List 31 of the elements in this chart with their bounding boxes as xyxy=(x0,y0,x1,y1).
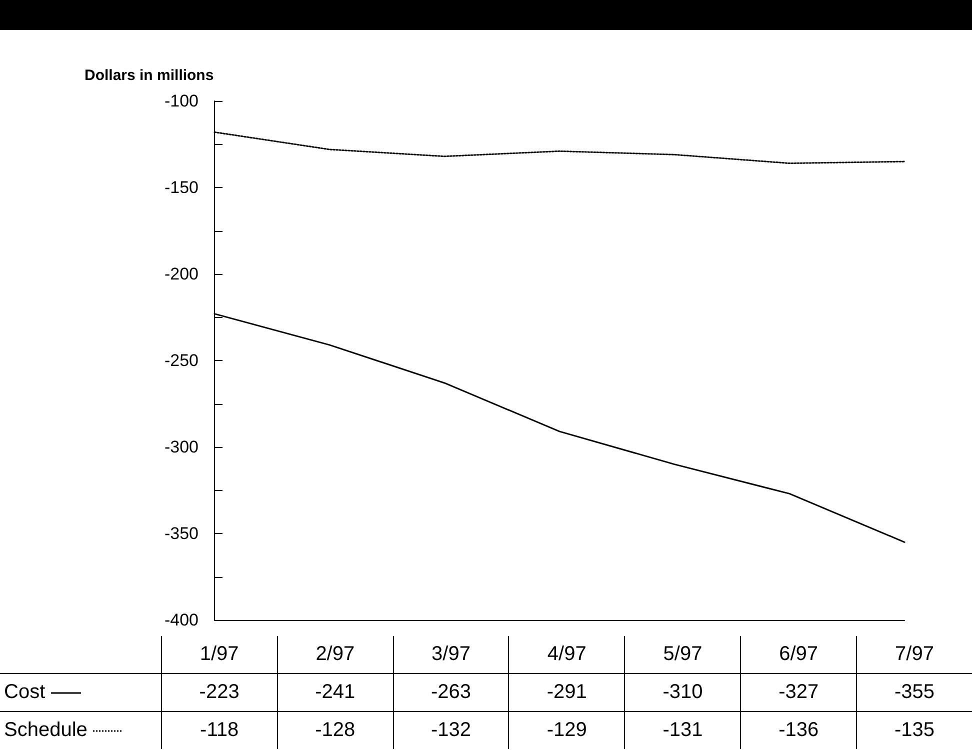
y-tick-label: -400 xyxy=(164,610,198,630)
legend-label: Schedule xyxy=(4,719,88,741)
data-label: -135 xyxy=(856,712,972,749)
data-label: -136 xyxy=(740,712,857,749)
y-tick-label: -350 xyxy=(164,524,198,543)
data-label: -129 xyxy=(508,712,625,749)
y-tick-label: -200 xyxy=(164,264,198,284)
y-tick-label: -100 xyxy=(164,92,198,110)
x-tick-label: 3/97 xyxy=(393,636,509,674)
x-tick-label: 7/97 xyxy=(856,636,972,674)
y-tick-label: -300 xyxy=(164,438,198,456)
data-label: -263 xyxy=(393,674,509,712)
x-tick-label: 6/97 xyxy=(740,636,857,674)
data-label: -131 xyxy=(624,712,741,749)
data-label: -128 xyxy=(277,712,394,749)
data-label: -118 xyxy=(161,712,278,749)
data-label: -355 xyxy=(856,674,972,712)
x-tick-label: 1/97 xyxy=(161,636,278,674)
y-tick-label: -250 xyxy=(164,351,198,370)
data-label: -223 xyxy=(161,674,278,712)
x-tick-label: 5/97 xyxy=(624,636,741,674)
data-label: -241 xyxy=(277,674,394,712)
data-label: -132 xyxy=(393,712,509,749)
data-label: -310 xyxy=(624,674,741,712)
y-axis-title: Dollars in millions xyxy=(84,67,214,84)
data-label: -327 xyxy=(740,674,857,712)
x-tick-label: 2/97 xyxy=(277,636,394,674)
x-tick-label: 4/97 xyxy=(508,636,625,674)
legend-label: Cost xyxy=(4,681,46,703)
data-label: -291 xyxy=(508,674,625,712)
y-tick-label: -150 xyxy=(164,178,198,197)
